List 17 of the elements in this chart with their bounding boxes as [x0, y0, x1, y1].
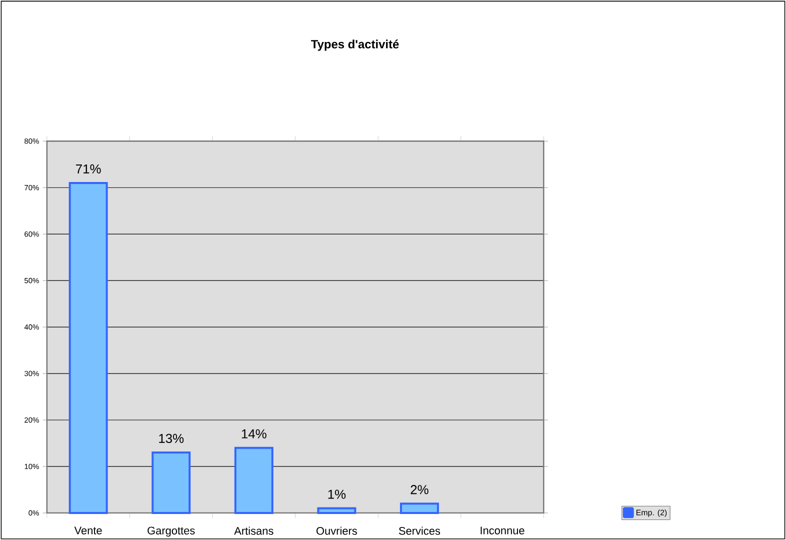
x-tick-label: Inconnue — [480, 526, 524, 534]
x-tick-label: Services — [398, 526, 440, 535]
x-tick-label: Ouvriers — [316, 526, 357, 535]
bar — [234, 446, 274, 514]
bar — [68, 182, 108, 514]
bar — [152, 451, 191, 514]
data-label: 14% — [242, 429, 266, 438]
bar — [400, 502, 439, 514]
x-tick-label: Artisans — [234, 526, 274, 535]
x-tick-label: Gargottes — [148, 526, 195, 537]
data-label: 13% — [159, 434, 184, 443]
data-label: 2% — [410, 484, 428, 494]
chart-title: Types d'activité — [311, 40, 399, 51]
data-label: 71% — [76, 164, 101, 174]
data-label: 1% — [328, 490, 346, 499]
bar — [317, 507, 356, 514]
x-tick-label: Vente — [74, 526, 102, 534]
